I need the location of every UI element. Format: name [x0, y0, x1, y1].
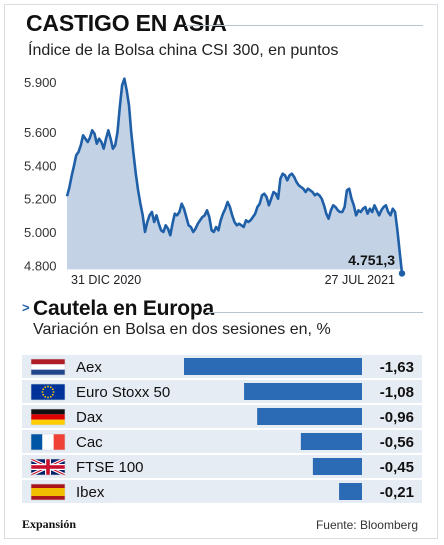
- flag-border: [30, 408, 66, 426]
- line-chart: 5.900 5.600 5.400 5.200 5.000 4.800 31 DIC 202…: [24, 75, 406, 287]
- bar-chart-subtitle: Variación en Bolsa en dos sesiones en, %: [33, 321, 331, 338]
- flag-stripe: [31, 414, 65, 420]
- flag-star: [51, 388, 54, 391]
- flag-star: [44, 395, 47, 398]
- flag-star: [52, 391, 55, 393]
- uk-flag-icon: [30, 457, 66, 477]
- bar: [244, 383, 362, 400]
- flag-stripe: [31, 364, 65, 370]
- france-flag-icon: [30, 433, 66, 451]
- flag-stripe: [31, 419, 65, 425]
- bar-category-label: FTSE 100: [76, 459, 144, 476]
- flag-star: [51, 393, 54, 396]
- flag-border: [30, 383, 66, 401]
- title-rule: [185, 25, 423, 26]
- y-tick-label: 5.400: [24, 158, 57, 173]
- y-tick-label: 5.600: [24, 125, 57, 140]
- flag-star: [47, 396, 49, 399]
- source-note: Fuente: Bloomberg: [315, 518, 418, 532]
- flag-stripe: [42, 434, 54, 450]
- line-chart-title: CASTIGO EN ASIA: [26, 10, 227, 36]
- bar-category-label: Dax: [76, 409, 103, 426]
- bar-value-label: -0,21: [380, 484, 414, 501]
- line-chart-subtitle: Índice de la Bolsa china CSI 300, en pun…: [28, 42, 339, 59]
- bar: [339, 483, 362, 500]
- x-tick-label: 27 JUL 2021: [325, 273, 395, 287]
- flag-stripe: [31, 369, 65, 375]
- flag-stripe: [31, 488, 65, 496]
- y-tick-label: 5.900: [24, 75, 57, 90]
- brand-logo: Expansión: [22, 517, 77, 531]
- bar: [184, 358, 362, 375]
- bar-value-label: -0,56: [380, 434, 414, 451]
- chevron-right-icon: >: [22, 300, 30, 315]
- flag-border: [30, 433, 66, 451]
- flag-star: [47, 385, 49, 388]
- germany-flag-icon: [30, 408, 66, 426]
- bar-value-label: -0,45: [380, 459, 414, 476]
- last-value-label: 4.751,3: [348, 252, 395, 268]
- flag-star: [42, 388, 45, 391]
- flag-star: [41, 391, 44, 393]
- bar-value-label: -1,08: [380, 384, 414, 401]
- bar-chart-title: Cautela en Europa: [33, 297, 214, 320]
- netherlands-flag-icon: [30, 358, 66, 376]
- last-point-marker: [398, 270, 406, 277]
- bar-category-label: Cac: [76, 434, 103, 451]
- bar-value-label: -0,96: [380, 409, 414, 426]
- flag-star: [49, 386, 52, 389]
- title-rule: [205, 312, 423, 313]
- flag-border: [30, 358, 66, 376]
- series-line: [65, 77, 404, 274]
- y-tick-label: 5.000: [24, 225, 57, 240]
- flag-stripe: [31, 434, 43, 450]
- y-tick-label: 5.200: [24, 192, 57, 207]
- flag-field: [31, 384, 65, 400]
- flag-stripe: [31, 409, 65, 415]
- row-band: [22, 480, 422, 503]
- flag-star: [49, 395, 52, 398]
- flag-border: [30, 458, 66, 476]
- bar-category-label: Euro Stoxx 50: [76, 384, 170, 401]
- flag-stripe: [31, 484, 65, 488]
- flag-star: [44, 386, 47, 389]
- flag-stripe: [31, 359, 65, 365]
- bar: [257, 408, 362, 425]
- graphic-frame: [4, 4, 438, 539]
- bar-category-label: Ibex: [76, 484, 105, 501]
- bar: [300, 433, 362, 450]
- flag-cross: [46, 459, 50, 475]
- area-fill: [67, 78, 402, 274]
- flag-border: [30, 483, 66, 501]
- x-tick-label: 31 DIC 2020: [71, 273, 141, 287]
- flag-stripe: [53, 434, 65, 450]
- bar: [312, 458, 362, 475]
- eu-flag-icon: [30, 383, 66, 401]
- y-tick-label: 4.800: [24, 258, 57, 273]
- bar-category-label: Aex: [76, 359, 102, 376]
- flag-stripe: [31, 496, 65, 500]
- spain-flag-icon: [30, 483, 66, 501]
- flag-star: [42, 393, 45, 396]
- bar-value-label: -1,63: [380, 359, 414, 376]
